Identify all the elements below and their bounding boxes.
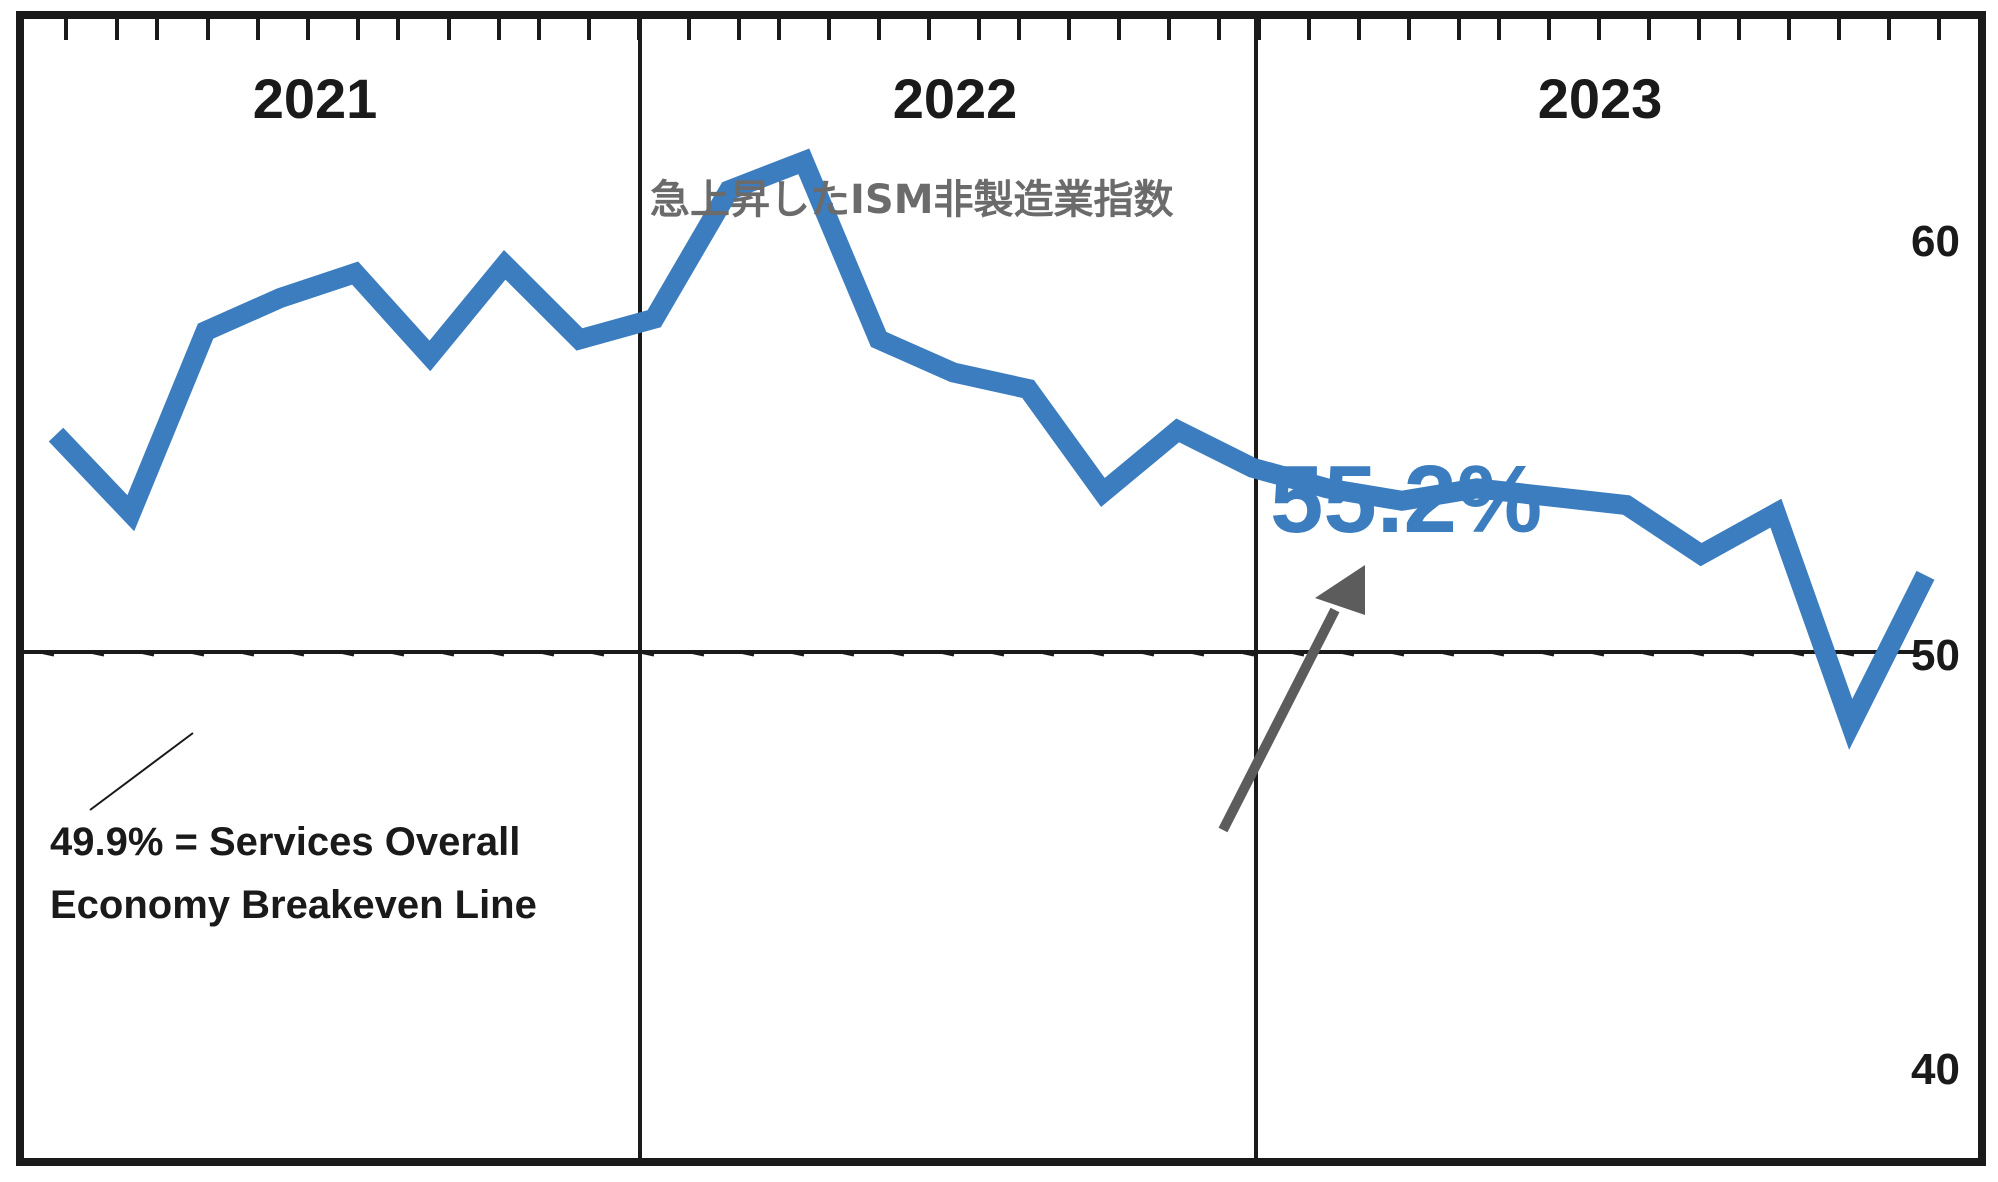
axis-dash-4	[239, 650, 255, 657]
axis-dash-33	[1689, 650, 1705, 657]
breakeven-note-line-1: 49.9% = Services Overall	[50, 820, 520, 864]
plot-frame	[16, 11, 1986, 1166]
year-label-2022: 2022	[893, 67, 1018, 130]
year-label-2023: 2023	[1538, 67, 1663, 130]
trend-arrow-head	[1315, 565, 1365, 615]
axis-dash-5	[289, 650, 305, 657]
axis-dash-17	[889, 650, 905, 657]
series-line	[48, 148, 1935, 750]
axis-dash-30	[1539, 650, 1555, 657]
breakeven-note-leader	[89, 732, 194, 811]
axis-dash-2	[139, 650, 155, 657]
axis-dash-7	[389, 650, 405, 657]
axis-dash-24	[1239, 650, 1255, 657]
axis-dash-26	[1339, 650, 1355, 657]
breakeven-note-line-2: Economy Breakeven Line	[50, 883, 537, 927]
axis-dash-29	[1489, 650, 1505, 657]
axis-dash-6	[339, 650, 355, 657]
axis-dash-8	[439, 650, 455, 657]
y-tick-40: 40	[1911, 1045, 1960, 1094]
y-tick-50: 50	[1911, 631, 1960, 680]
year-label-2021: 2021	[253, 67, 378, 130]
axis-dash-23	[1189, 650, 1205, 657]
latest-value-callout: 55.2%	[1270, 446, 1542, 553]
axis-dash-19	[989, 650, 1005, 657]
axis-dash-14	[739, 650, 755, 657]
axis-dash-27	[1389, 650, 1405, 657]
axis-dash-11	[589, 650, 605, 657]
axis-dash-18	[939, 650, 955, 657]
axis-dash-31	[1589, 650, 1605, 657]
axis-dash-1	[89, 650, 105, 657]
axis-dash-28	[1439, 650, 1455, 657]
axis-dash-16	[839, 650, 855, 657]
axis-dash-32	[1639, 650, 1655, 657]
axis-dash-35	[1789, 650, 1805, 657]
chart-title: 急上昇したISM非製造業指数	[650, 177, 1174, 223]
axis-dash-3	[189, 650, 205, 657]
axis-dash-22	[1139, 650, 1155, 657]
axis-dash-15	[789, 650, 805, 657]
axis-dash-20	[1039, 650, 1055, 657]
axis-dash-10	[539, 650, 555, 657]
axis-dash-0	[39, 650, 55, 657]
axis-dash-25	[1289, 650, 1305, 657]
axis-dash-9	[489, 650, 505, 657]
axis-dash-13	[689, 650, 705, 657]
axis-dash-36	[1839, 650, 1855, 657]
axis-dash-21	[1089, 650, 1105, 657]
axis-dash-12	[639, 650, 655, 657]
trend-arrow-shaft	[1218, 607, 1340, 833]
axis-dash-34	[1739, 650, 1755, 657]
y-tick-60: 60	[1911, 217, 1960, 266]
